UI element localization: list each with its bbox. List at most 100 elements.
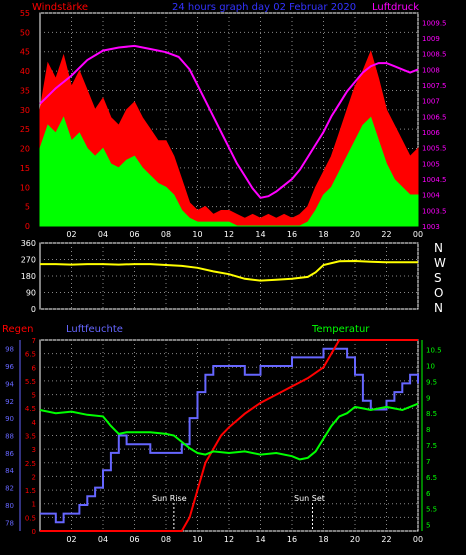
pressure-axis-title: Luftdruck <box>372 2 419 13</box>
temperature-tick-label: 10 <box>426 362 435 370</box>
direction-tick-label: 270 <box>21 256 36 265</box>
x-tick-label: 14 <box>255 230 265 239</box>
x-tick-label: 20 <box>350 230 360 239</box>
pressure-tick-label: 1004 <box>422 192 440 200</box>
wind-tick-label: 35 <box>20 86 30 95</box>
sun-set-label: Sun Set <box>294 494 325 503</box>
x-tick-label: 18 <box>318 535 328 544</box>
humidity-tick-label: 86 <box>5 450 14 458</box>
x-tick-label: 12 <box>224 230 234 239</box>
temperature-tick-label: 8 <box>426 426 430 434</box>
x-tick-label: 08 <box>161 535 171 544</box>
chart-title: 24 hours graph day 02 Februar 2020 <box>172 2 356 13</box>
x-tick-label: 10 <box>192 230 202 239</box>
humidity-tick-label: 82 <box>5 485 14 493</box>
pressure-tick-label: 1007.5 <box>422 82 447 90</box>
pressure-tick-label: 1003 <box>422 223 440 231</box>
wind-tick-label: 0 <box>25 222 30 231</box>
direction-tick-label: 180 <box>21 272 36 281</box>
x-tick-label: 06 <box>129 230 139 239</box>
x-tick-label: 22 <box>381 230 391 239</box>
direction-tick-label: 360 <box>21 239 36 248</box>
temperature-tick-label: 10.5 <box>426 347 442 355</box>
x-tick-label: 14 <box>255 535 265 544</box>
rain-tick-label: 6 <box>32 364 37 372</box>
wind-tick-label: 50 <box>20 28 30 37</box>
wind-tick-label: 15 <box>20 164 30 173</box>
wind-dir-letter-o: O <box>434 286 443 300</box>
x-tick-label: 08 <box>161 230 171 239</box>
wind-tick-label: 5 <box>25 203 30 212</box>
series-layer <box>39 44 419 532</box>
pressure-tick-label: 1005.5 <box>422 145 447 153</box>
rain-tick-label: 6.5 <box>25 351 36 359</box>
temperature-tick-label: 9.5 <box>426 378 437 386</box>
humidity-tick-label: 92 <box>5 398 14 406</box>
wind-speed-series <box>39 116 419 227</box>
wind-tick-label: 30 <box>20 106 30 115</box>
rain-tick-label: 4.5 <box>25 405 36 413</box>
x-tick-label: 04 <box>98 535 108 544</box>
wind-dir-letter-n-top: N <box>434 241 443 255</box>
wind-tick-label: 40 <box>20 67 30 76</box>
rain-axis-title: Regen <box>2 324 34 335</box>
humidity-tick-label: 84 <box>5 467 14 475</box>
pressure-tick-label: 1007 <box>422 98 440 106</box>
pressure-tick-label: 1008 <box>422 66 440 74</box>
pressure-tick-label: 1003.5 <box>422 207 447 215</box>
temperature-tick-label: 5 <box>426 522 430 530</box>
humidity-tick-label: 96 <box>5 363 14 371</box>
wind-dir-letter-n-bottom: N <box>434 301 443 315</box>
tick-layer: 02 04 06 08 10 12 14 16 18 20 22 000510152025303540… <box>5 9 446 544</box>
pressure-tick-label: 1005 <box>422 160 440 168</box>
x-tick-label: 00 <box>413 535 423 544</box>
x-tick-label: 00 <box>413 230 423 239</box>
rain-tick-label: 5 <box>32 392 36 400</box>
wind-tick-label: 45 <box>20 48 30 57</box>
grid-layer <box>40 12 419 532</box>
wind-axis-title: Windstärke <box>32 2 88 13</box>
rain-tick-label: 2 <box>32 473 36 481</box>
humidity-tick-label: 80 <box>5 502 14 510</box>
rain-tick-label: 2.5 <box>25 460 36 468</box>
humidity-tick-label: 78 <box>5 519 14 527</box>
rain-tick-label: 0 <box>32 528 36 536</box>
wind-dir-letter-s: S <box>434 271 442 285</box>
x-tick-label: 04 <box>98 230 108 239</box>
wind-tick-label: 55 <box>20 9 30 18</box>
humidity-axis-title: Luftfeuchte <box>66 324 123 335</box>
rain-tick-label: 3.5 <box>25 433 36 441</box>
direction-tick-label: 90 <box>26 289 36 298</box>
x-tick-label: 10 <box>192 535 202 544</box>
x-tick-label: 20 <box>350 535 360 544</box>
wind-tick-label: 10 <box>20 183 30 192</box>
rain-tick-label: 0.5 <box>25 514 36 522</box>
temperature-tick-label: 7 <box>426 458 430 466</box>
rain-tick-label: 3 <box>32 446 36 454</box>
temperature-axis-title: Temperatur <box>311 324 370 335</box>
humidity-tick-label: 88 <box>5 433 14 441</box>
pressure-tick-label: 1006 <box>422 129 440 137</box>
direction-tick-label: 0 <box>31 305 36 314</box>
x-tick-label: 06 <box>129 535 139 544</box>
x-tick-label: 16 <box>287 230 297 239</box>
x-tick-label: 12 <box>224 535 234 544</box>
pressure-tick-label: 1008.5 <box>422 51 447 59</box>
temperature-tick-label: 5.5 <box>426 506 437 514</box>
wind-dir-letter-w: W <box>434 256 446 270</box>
pressure-tick-label: 1006.5 <box>422 113 447 121</box>
humidity-tick-label: 94 <box>5 380 14 388</box>
temperature-tick-label: 8.5 <box>426 410 437 418</box>
pressure-tick-label: 1009 <box>422 35 440 43</box>
rain-tick-label: 4 <box>32 419 37 427</box>
rain-tick-label: 1.5 <box>25 487 36 495</box>
x-tick-label: 02 <box>66 230 76 239</box>
humidity-tick-label: 90 <box>5 415 14 423</box>
x-tick-label: 02 <box>66 535 76 544</box>
temperature-tick-label: 6.5 <box>426 474 437 482</box>
rain-tick-label: 7 <box>32 337 36 345</box>
wind-tick-label: 20 <box>20 145 30 154</box>
x-tick-label: 18 <box>318 230 328 239</box>
wind-tick-label: 25 <box>20 125 30 134</box>
